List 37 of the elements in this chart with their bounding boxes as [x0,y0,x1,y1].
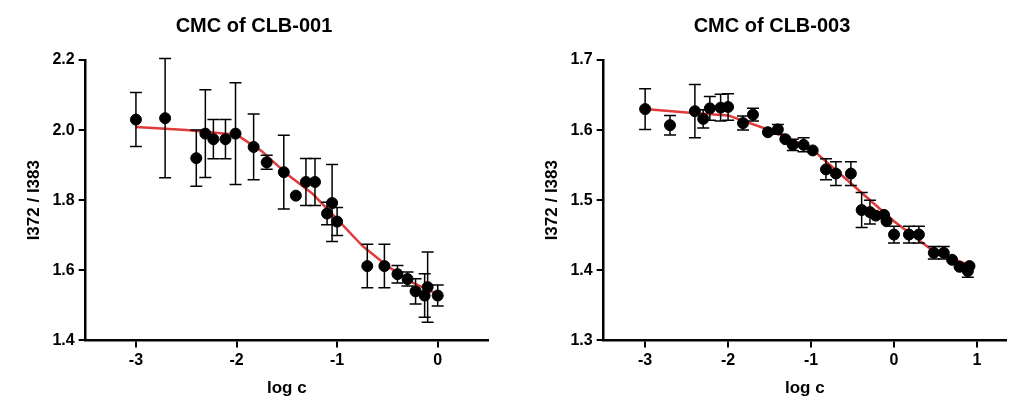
x-axis-title: log c [784,378,825,398]
point [761,126,774,139]
x-tick-label: -1 [803,351,819,369]
y-axis-title: I372 / I383 [23,160,43,241]
point [207,133,220,146]
point [219,133,232,146]
x-tick-label: -3 [128,351,144,369]
point [378,260,391,273]
y-tick-label: 1.4 [52,330,75,348]
y-tick-label: 1.6 [52,260,75,278]
y-tick-label: 2.0 [52,120,75,138]
point [806,144,819,157]
x-tick-label: -2 [229,351,244,369]
x-tick-label: 0 [433,351,443,369]
y-tick-label: 1.8 [52,190,75,208]
x-tick-label: 0 [889,351,899,369]
point [289,189,302,202]
point [361,260,374,273]
x-tick-label: -2 [720,351,736,369]
point [880,215,893,228]
point [431,289,444,302]
point [229,127,242,140]
x-tick-label: 1 [972,351,982,369]
point [247,140,260,153]
y-tick-label: 1.5 [570,190,593,208]
x-tick-label: -3 [638,351,653,369]
y-tick-label: 1.3 [570,330,593,348]
y-axis-title: I372 / I383 [541,160,561,241]
y-tick-label: 2.2 [52,50,75,68]
y-tick-label: 1.4 [570,260,593,278]
point [190,152,203,165]
y-tick-label: 1.7 [570,50,593,68]
x-axis-title: log c [266,378,307,398]
x-tick-label: -1 [330,351,345,369]
chart-title: CMC of CLB-003 [693,13,851,36]
y-tick-label: 1.6 [570,120,593,138]
chart-title: CMC of CLB-001 [175,13,333,36]
